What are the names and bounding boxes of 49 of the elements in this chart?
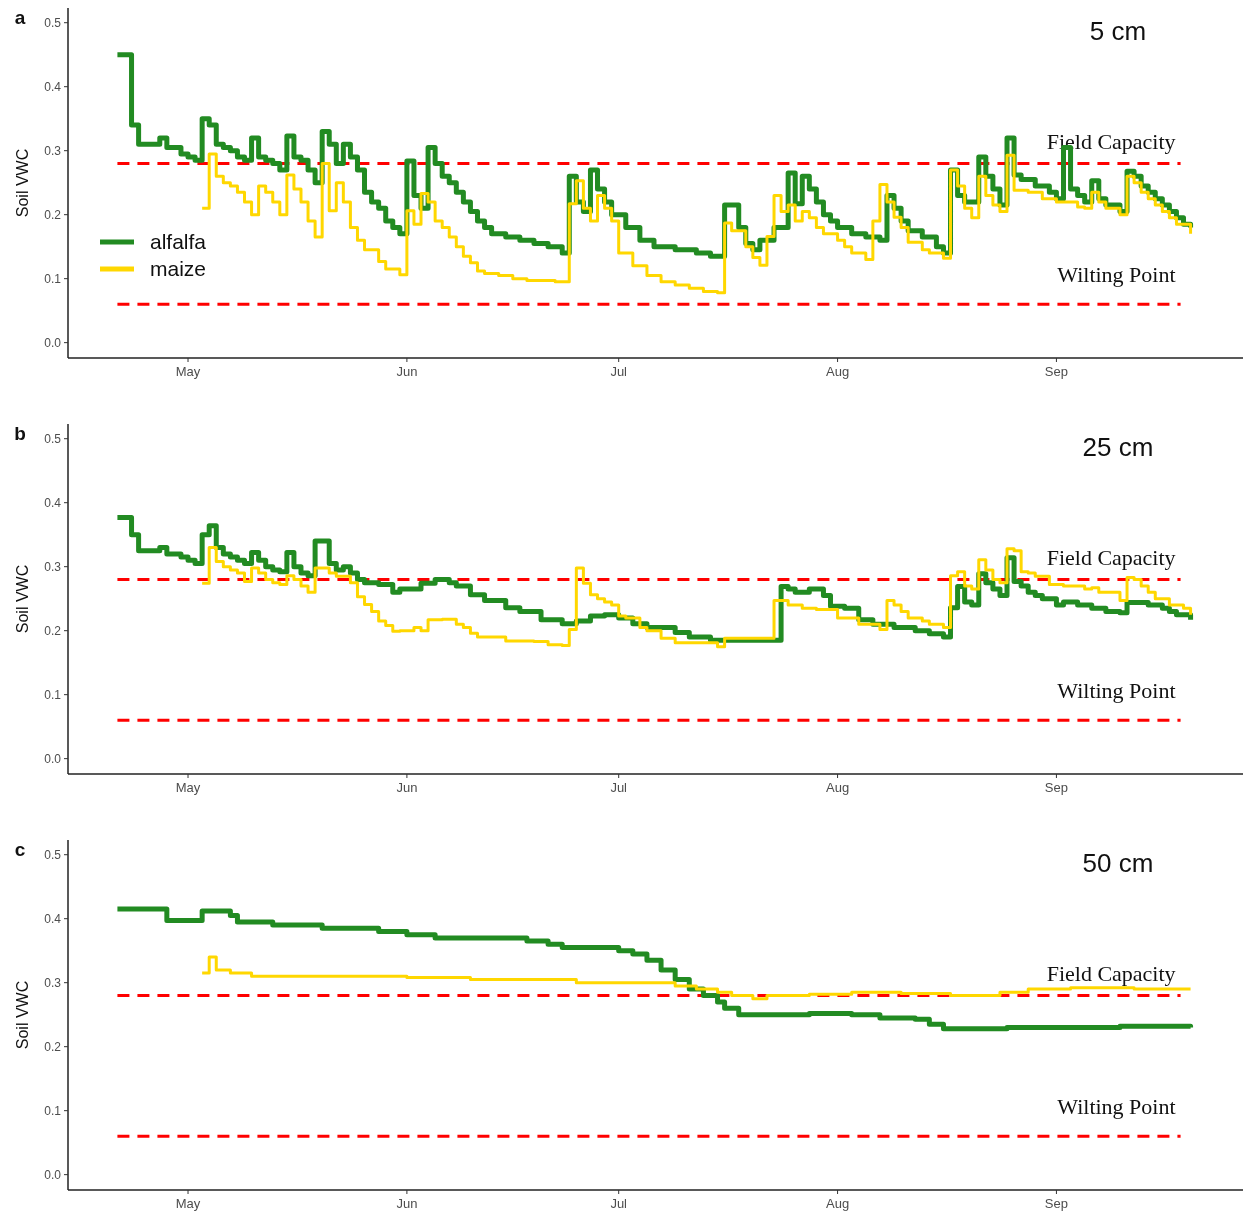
chart-title: 25 cm xyxy=(1082,432,1154,462)
x-tick-label: May xyxy=(175,364,201,379)
y-tick-label: 0.4 xyxy=(44,79,62,94)
chart-title: 5 cm xyxy=(1089,16,1147,46)
y-axis-title: Soil VWC xyxy=(14,564,31,634)
y-tick-label: 0.2 xyxy=(44,623,62,638)
y-tick-label: 0.3 xyxy=(44,559,62,574)
ref-line-label: Wilting Point xyxy=(1057,262,1176,288)
y-axis-title: Soil VWC xyxy=(14,148,31,218)
y-tick-label: 0.0 xyxy=(44,1167,62,1182)
y-tick-label: 0.3 xyxy=(44,975,62,990)
y-tick-label: 0.5 xyxy=(44,15,62,30)
x-tick-label: Jun xyxy=(396,364,418,379)
x-tick-label: May xyxy=(175,1196,201,1211)
ref-line-label: Wilting Point xyxy=(1057,678,1176,704)
x-tick-label: Jul xyxy=(610,1196,628,1211)
y-axis-title: Soil VWC xyxy=(14,980,31,1050)
y-tick-label: 0.4 xyxy=(44,911,62,926)
x-tick-label: Sep xyxy=(1044,364,1068,379)
legend-label: maize xyxy=(150,257,207,281)
y-tick-label: 0.0 xyxy=(44,335,62,350)
x-tick-label: Aug xyxy=(826,1196,850,1211)
y-tick-label: 0.1 xyxy=(44,1103,62,1118)
y-tick-label: 0.2 xyxy=(44,207,62,222)
y-tick-label: 0.0 xyxy=(44,751,62,766)
x-tick-label: Jul xyxy=(610,364,628,379)
x-tick-label: Sep xyxy=(1044,1196,1068,1211)
y-tick-label: 0.1 xyxy=(44,271,62,286)
legend-label: alfalfa xyxy=(150,230,207,254)
ref-line-label: Field Capacity xyxy=(1046,961,1176,987)
ref-line-label: Field Capacity xyxy=(1046,545,1176,571)
y-tick-label: 0.5 xyxy=(44,431,62,446)
x-tick-label: Sep xyxy=(1044,780,1068,795)
text: a xyxy=(14,7,26,28)
x-tick-label: Jul xyxy=(610,780,628,795)
x-tick-label: Aug xyxy=(826,780,850,795)
x-tick-label: Jun xyxy=(396,1196,418,1211)
x-tick-label: May xyxy=(175,780,201,795)
y-tick-label: 0.4 xyxy=(44,495,62,510)
y-tick-label: 0.3 xyxy=(44,143,62,158)
y-tick-label: 0.5 xyxy=(44,847,62,862)
ref-line-label: Wilting Point xyxy=(1057,1094,1176,1120)
x-tick-label: Aug xyxy=(826,364,850,379)
y-tick-label: 0.2 xyxy=(44,1039,62,1054)
text: b xyxy=(14,423,26,444)
x-tick-label: Jun xyxy=(396,780,418,795)
text: c xyxy=(14,839,26,860)
y-tick-label: 0.1 xyxy=(44,687,62,702)
chart-title: 50 cm xyxy=(1082,848,1154,878)
